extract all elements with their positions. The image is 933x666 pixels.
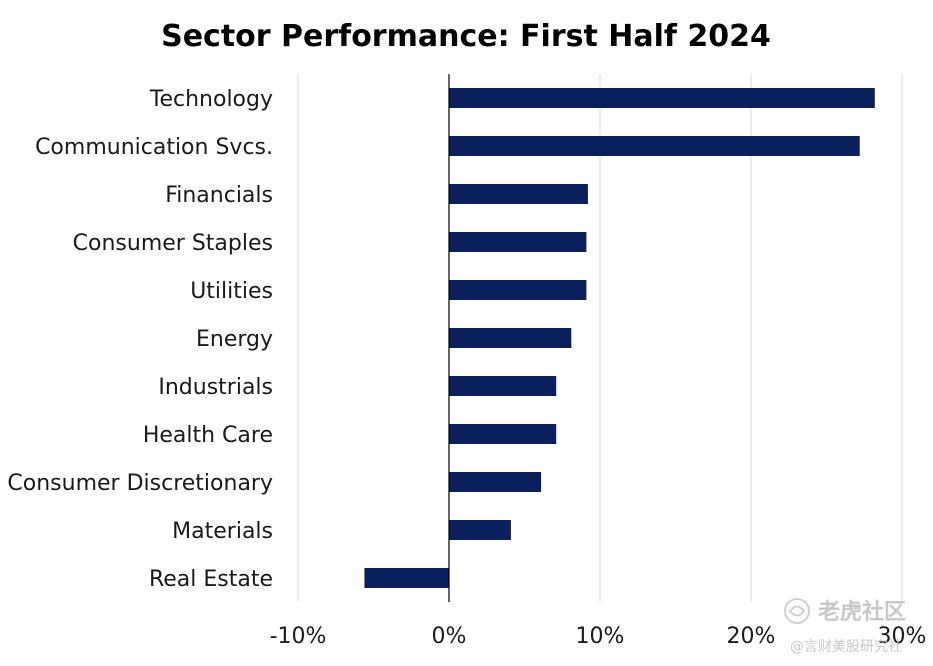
category-label: Energy [196, 327, 273, 352]
x-tick-labels: -10% 0% 10% 20% 30% [270, 624, 927, 649]
bar [449, 472, 542, 492]
category-label: Communication Svcs. [35, 135, 273, 160]
category-label: Real Estate [149, 567, 273, 592]
watermark-handle: @言财美股研究社 [790, 639, 902, 655]
x-tick-label: 10% [576, 624, 625, 649]
category-label: Industrials [158, 375, 273, 400]
category-label: Utilities [190, 279, 273, 304]
gridlines [297, 74, 903, 602]
bar [449, 280, 587, 300]
category-label: Consumer Discretionary [7, 471, 273, 496]
bars [364, 88, 875, 588]
bar [449, 88, 875, 108]
x-tick-label: 30% [878, 624, 927, 649]
watermark-brand: 老虎社区 [817, 599, 906, 625]
category-labels: Technology Communication Svcs. Financials C… [7, 87, 273, 592]
x-tick-label: -10% [270, 624, 327, 649]
watermark: 老虎社区 @言财美股研究社 [784, 598, 906, 655]
x-tick-label: 20% [727, 624, 776, 649]
category-label: Technology [149, 87, 273, 112]
bar [449, 376, 557, 396]
category-label: Health Care [143, 423, 273, 448]
bar [449, 328, 572, 348]
category-label: Materials [172, 519, 273, 544]
chart-title: Sector Performance: First Half 2024 [161, 19, 771, 54]
x-tick-label: 0% [432, 624, 467, 649]
bar [449, 184, 588, 204]
bar [449, 136, 860, 156]
bar [449, 424, 557, 444]
category-label: Financials [165, 183, 273, 208]
bar [449, 520, 511, 540]
watermark-logo-icon [784, 598, 810, 624]
category-label: Consumer Staples [73, 231, 273, 256]
bar [449, 232, 587, 252]
bar [364, 568, 449, 588]
